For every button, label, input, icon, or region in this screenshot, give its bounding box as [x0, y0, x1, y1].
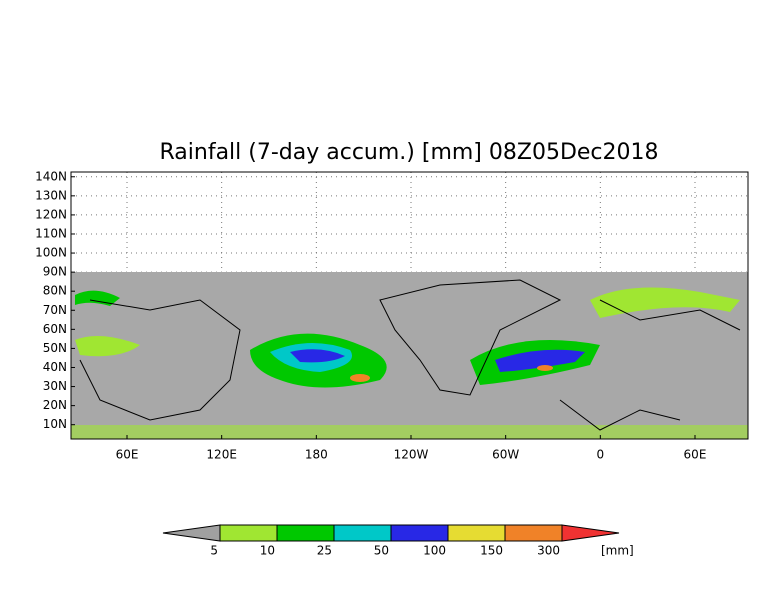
lat-tick-label: 100N	[35, 246, 67, 260]
colorbar-over	[561, 524, 620, 542]
colorbar-label: 100	[423, 544, 446, 558]
colorbar-label: 150	[480, 544, 503, 558]
lat-tick-label: 60N	[43, 322, 67, 336]
colorbar-bin	[276, 524, 335, 542]
lat-tick-label: 40N	[43, 360, 67, 374]
colorbar-label: 50	[374, 544, 389, 558]
colorbar-bin	[219, 524, 278, 542]
rainfall-field	[71, 272, 748, 439]
lat-tick-label: 30N	[43, 379, 67, 393]
colorbar-label: 10	[260, 544, 275, 558]
lon-tick-label: 0	[597, 448, 605, 462]
lat-tick-label: 120N	[35, 207, 67, 221]
rain-area	[290, 349, 345, 363]
coastline	[79, 299, 241, 421]
lon-tick-label: 60E	[684, 448, 707, 462]
coastline	[379, 279, 562, 396]
rain-area	[537, 365, 553, 371]
lon-tick-label: 120E	[206, 448, 237, 462]
rain-area	[75, 290, 120, 306]
lon-tick-label: 60E	[116, 448, 139, 462]
lon-tick-label: 180	[305, 448, 328, 462]
colorbar-label: 5	[210, 544, 218, 558]
lon-tick-label: 60W	[492, 448, 519, 462]
map-title: Rainfall (7-day accum.) [mm] 08Z05Dec201…	[159, 140, 658, 165]
rain-area	[495, 349, 585, 372]
lat-tick-label: 10N	[43, 417, 67, 431]
lon-tick-label: 120W	[394, 448, 429, 462]
coastline	[559, 299, 741, 431]
colorbar-unit: [mm]	[601, 544, 634, 558]
colorbar-bin	[333, 524, 392, 542]
colorbar-bin	[390, 524, 449, 542]
colorbar-bin	[447, 524, 506, 542]
colorbar-bin	[504, 524, 563, 542]
lat-tick-label: 90N	[43, 265, 67, 279]
lat-tick-label: 80N	[43, 284, 67, 298]
lat-tick-label: 70N	[43, 303, 67, 317]
map-frame	[70, 171, 749, 440]
lat-tick-label: 50N	[43, 341, 67, 355]
rain-area	[75, 336, 140, 357]
lat-tick-label: 130N	[35, 188, 67, 202]
rain-area	[350, 374, 370, 382]
colorbar-label: 25	[317, 544, 332, 558]
rain-area	[590, 287, 740, 318]
lat-tick-label: 140N	[35, 169, 67, 183]
lat-tick-label: 20N	[43, 398, 67, 412]
rain-area	[71, 425, 748, 439]
colorbar-under	[162, 524, 221, 542]
lat-tick-label: 110N	[35, 226, 67, 240]
colorbar-label: 300	[537, 544, 560, 558]
colorbar: 5 10 25 50 100 150 300 [mm]	[162, 524, 634, 558]
